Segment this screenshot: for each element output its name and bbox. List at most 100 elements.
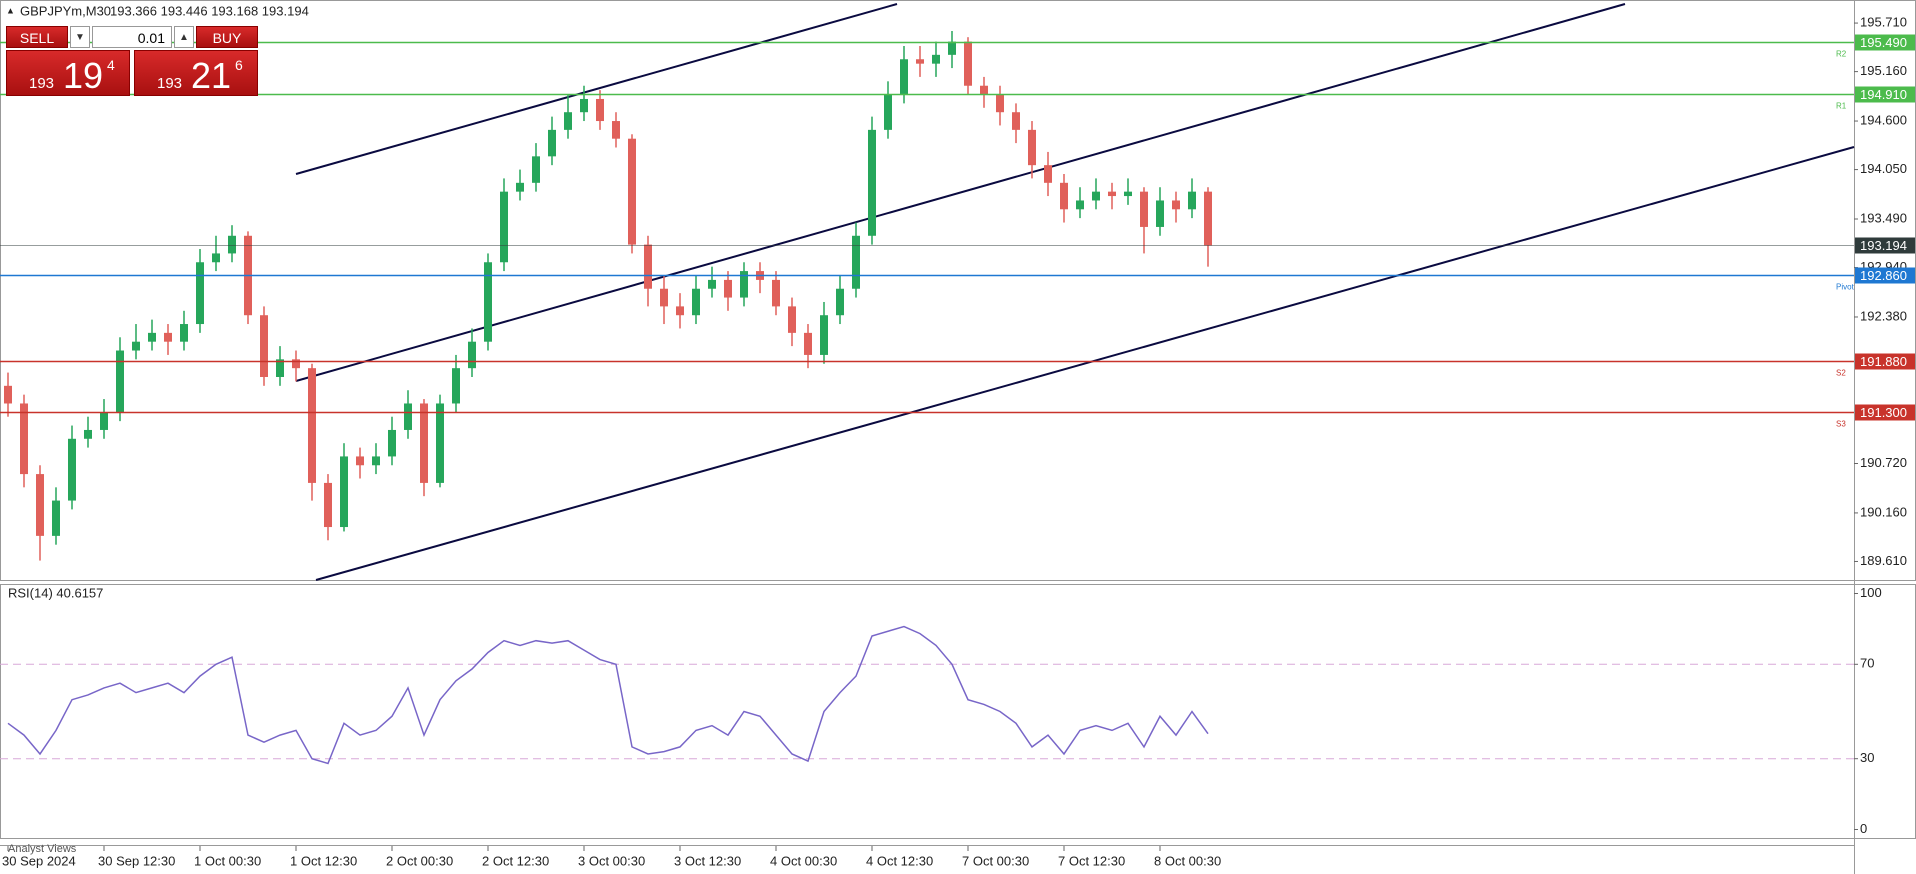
candle-body (388, 429, 396, 457)
candle-body (660, 288, 668, 307)
channel-line (295, 3, 1626, 382)
candle-body (1012, 112, 1020, 130)
ask-pip: 6 (235, 57, 243, 73)
bid-pip: 4 (107, 57, 115, 73)
candle-body (1124, 191, 1132, 197)
y-tick-label: 193.490 (1860, 210, 1907, 225)
candle-body (548, 129, 556, 157)
quote: 193.366 193.446 193.168 193.194 (110, 3, 309, 18)
candle-body (1092, 191, 1100, 201)
level-label-bg (1855, 404, 1915, 421)
level-label-bg (1855, 86, 1915, 103)
level-label: 193.194 (1860, 238, 1907, 253)
level-name: Pivot (1836, 283, 1855, 292)
candle-body (372, 456, 380, 466)
main-panel (0, 0, 1916, 581)
level-name: S3 (1836, 420, 1846, 429)
y-tick-label: 70 (1860, 656, 1874, 671)
x-tick-label: 30 Sep 12:30 (98, 853, 175, 868)
candle-body (1028, 129, 1036, 166)
rsi-line (7, 625, 1209, 765)
candle-body (932, 54, 940, 64)
candle-body (484, 262, 492, 342)
candle-body (308, 368, 316, 483)
candle-body (468, 341, 476, 369)
x-tick-label: 4 Oct 12:30 (866, 853, 933, 868)
candle-body (20, 403, 28, 475)
candle-body (1156, 200, 1164, 227)
y-tick-label: 195.160 (1860, 63, 1907, 78)
candle-body (1076, 200, 1084, 210)
candle-body (196, 262, 204, 325)
candle-body (900, 59, 908, 95)
candle-body (1044, 165, 1052, 183)
candle-body (84, 429, 92, 439)
ask-main: 21 (191, 55, 232, 96)
candle-body (996, 94, 1004, 113)
candle-body (884, 94, 892, 130)
bid-price[interactable]: 193 19 4 (6, 50, 130, 96)
candle-body (804, 332, 812, 355)
ask-big: 193 (157, 75, 183, 92)
candle-body (612, 121, 620, 139)
collapse-icon[interactable]: ▲ (6, 5, 15, 15)
one-click-trading: SELL ▼ 0.01 ▲ BUY 193 19 4 193 21 6 (6, 26, 258, 96)
x-tick-label: 1 Oct 00:30 (194, 853, 261, 868)
candle-body (788, 306, 796, 333)
candle-body (868, 129, 876, 236)
lot-input[interactable]: 0.01 (92, 26, 172, 48)
level-label-bg (1855, 34, 1915, 51)
y-tick-label: 194.050 (1860, 161, 1907, 176)
level-label-bg (1855, 237, 1915, 254)
candle-body (1060, 182, 1068, 210)
candle-body (132, 341, 140, 351)
candle-body (452, 368, 460, 404)
candle-body (644, 244, 652, 289)
analyst-views-tab[interactable]: Analyst Views (8, 843, 77, 855)
candle-body (1108, 191, 1116, 197)
sell-button[interactable]: SELL (6, 26, 68, 48)
y-tick-label: 192.380 (1860, 308, 1907, 323)
candle-body (564, 112, 572, 130)
candle-body (148, 332, 156, 342)
candle-body (820, 315, 828, 355)
candle-body (740, 271, 748, 298)
y-tick-label: 189.610 (1860, 553, 1907, 568)
level-name: R1 (1836, 102, 1847, 111)
bid-big: 193 (29, 75, 55, 92)
candle-body (356, 456, 364, 466)
ask-price[interactable]: 193 21 6 (134, 50, 258, 96)
bid-main: 19 (63, 55, 104, 96)
candle-body (436, 403, 444, 483)
y-tick-label: 190.720 (1860, 455, 1907, 470)
rsi-panel (0, 584, 1916, 839)
candle-body (36, 474, 44, 536)
candle-body (628, 138, 636, 245)
candle-body (1204, 191, 1212, 246)
symbol: GBPJPYm,M30 (20, 3, 111, 18)
level-label: 194.910 (1860, 87, 1907, 102)
x-tick-label: 1 Oct 12:30 (290, 853, 357, 868)
level-name: R2 (1836, 50, 1847, 59)
lot-down[interactable]: ▼ (70, 26, 90, 48)
x-tick-label: 30 Sep 2024 (2, 853, 76, 868)
candle-body (964, 41, 972, 86)
candle-body (948, 41, 956, 55)
candle-body (340, 456, 348, 528)
y-tick-label: 190.160 (1860, 504, 1907, 519)
y-tick-label: 194.600 (1860, 112, 1907, 127)
lot-up[interactable]: ▲ (174, 26, 194, 48)
candle-body (836, 288, 844, 316)
rsi-title: RSI(14) 40.6157 (8, 585, 103, 600)
level-label: 192.860 (1860, 268, 1907, 283)
x-tick-label: 7 Oct 00:30 (962, 853, 1029, 868)
x-tick-label: 3 Oct 00:30 (578, 853, 645, 868)
buy-button[interactable]: BUY (196, 26, 258, 48)
candle-body (980, 85, 988, 95)
candle-body (116, 350, 124, 413)
level-label: 191.300 (1860, 405, 1907, 420)
level-name: S2 (1836, 369, 1846, 378)
channel-lines (295, 3, 1855, 581)
candle-body (260, 315, 268, 377)
